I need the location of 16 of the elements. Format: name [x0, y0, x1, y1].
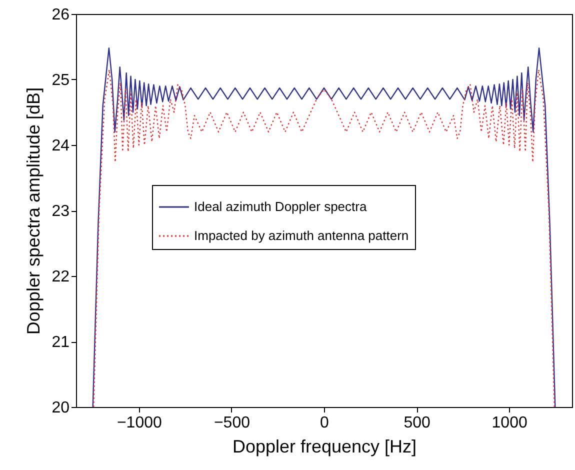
y-tick-label: 20 — [52, 400, 70, 416]
x-tick-label: 1000 — [492, 414, 528, 432]
legend-label: Impacted by azimuth antenna pattern — [194, 228, 409, 243]
y-axis-title: Doppler spectra amplitude [dB] — [24, 87, 44, 335]
y-tick-label: 24 — [52, 138, 70, 154]
x-tick-label: −1000 — [116, 414, 162, 432]
x-tick-label: 0 — [320, 414, 330, 432]
y-tick-label: 25 — [52, 72, 70, 89]
x-tick-label: −500 — [214, 414, 250, 432]
y-tick-label: 26 — [52, 6, 70, 24]
x-axis-title: Doppler frequency [Hz] — [232, 436, 417, 456]
y-tick-label: 23 — [52, 203, 70, 220]
x-tick-label: 500 — [404, 414, 430, 432]
legend-label: Ideal azimuth Doppler spectra — [194, 199, 368, 214]
y-tick-label: 22 — [52, 268, 70, 286]
y-tick-label: 21 — [52, 334, 70, 351]
